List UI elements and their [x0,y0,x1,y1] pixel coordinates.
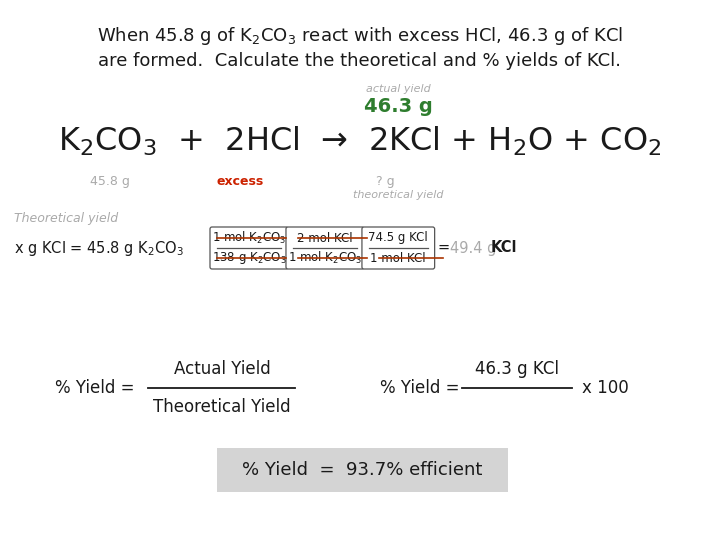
Text: =: = [438,240,454,255]
Text: 46.3 g: 46.3 g [364,97,433,116]
Text: x g KCl = 45.8 g K$_2$CO$_3$: x g KCl = 45.8 g K$_2$CO$_3$ [14,239,184,258]
Text: % Yield  =  93.7% efficient: % Yield = 93.7% efficient [243,461,482,479]
Text: ? g: ? g [376,175,395,188]
FancyBboxPatch shape [286,227,364,269]
Text: 2 mol KCl: 2 mol KCl [297,232,353,245]
Text: excess: excess [217,175,264,188]
FancyBboxPatch shape [362,227,435,269]
Text: Theoretical yield: Theoretical yield [14,212,118,225]
Text: Theoretical Yield: Theoretical Yield [153,398,291,416]
Text: % Yield =: % Yield = [380,379,459,397]
Text: 1 mol KCl: 1 mol KCl [371,252,426,265]
Text: 45.8 g: 45.8 g [90,175,130,188]
FancyBboxPatch shape [210,227,288,269]
Text: theoretical yield: theoretical yield [353,190,444,200]
Text: 1 mol K$_2$CO$_3$: 1 mol K$_2$CO$_3$ [212,230,286,246]
Text: 49.4 g: 49.4 g [449,240,496,255]
Text: When 45.8 g of K$_2$CO$_3$ react with excess HCl, 46.3 g of KCl: When 45.8 g of K$_2$CO$_3$ react with ex… [97,25,623,47]
Text: 74.5 g KCl: 74.5 g KCl [369,232,428,245]
Text: 46.3 g KCl: 46.3 g KCl [475,360,559,378]
Text: K$_2$CO$_3$  +  2HCl  →  2KCl + H$_2$O + CO$_2$: K$_2$CO$_3$ + 2HCl → 2KCl + H$_2$O + CO$… [58,125,662,158]
Text: Actual Yield: Actual Yield [174,360,271,378]
Text: % Yield =: % Yield = [55,379,135,397]
Text: KCl: KCl [490,240,517,255]
Text: actual yield: actual yield [366,84,431,94]
FancyBboxPatch shape [217,448,508,492]
Text: x 100: x 100 [582,379,629,397]
Text: 138 g K$_2$CO$_3$: 138 g K$_2$CO$_3$ [212,250,287,266]
Text: 1 mol K$_2$CO$_3$: 1 mol K$_2$CO$_3$ [288,250,362,266]
Text: are formed.  Calculate the theoretical and % yields of KCl.: are formed. Calculate the theoretical an… [99,52,621,70]
